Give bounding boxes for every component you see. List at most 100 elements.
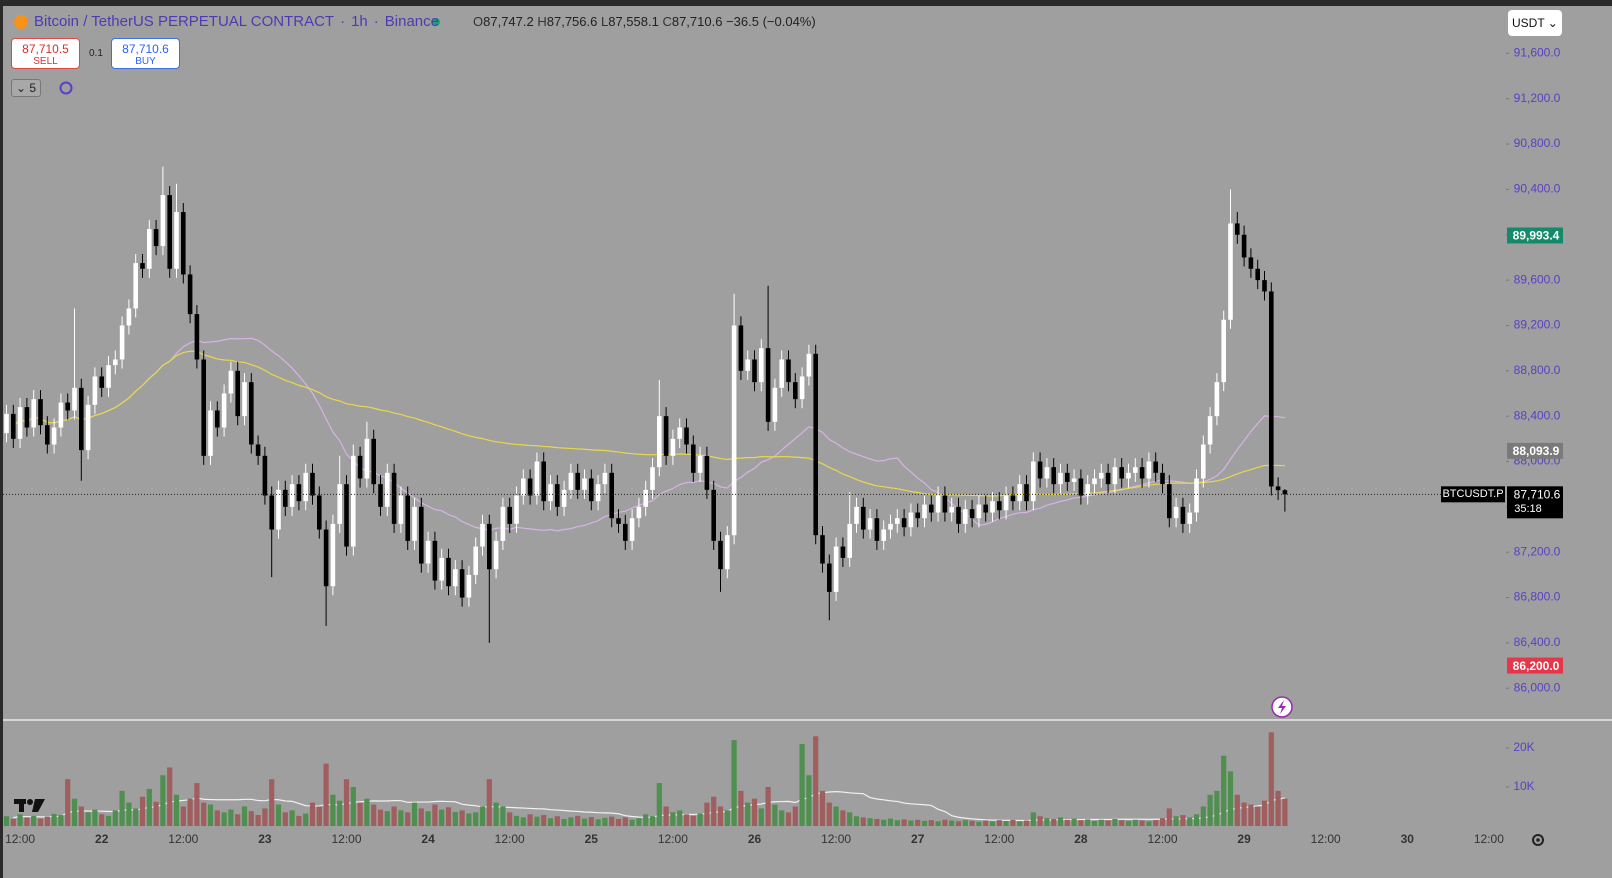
volume-bar <box>85 812 91 826</box>
candle-body <box>405 495 410 541</box>
y-tick-label: 86,400.0 <box>1514 635 1561 649</box>
volume-bar <box>500 806 506 826</box>
last-price-tag <box>1507 486 1563 519</box>
y-tick-label: 90,800.0 <box>1514 136 1561 150</box>
candle-body <box>806 353 812 377</box>
quantity: 0.1 <box>89 48 103 59</box>
candle-body <box>725 535 730 570</box>
candle-body <box>391 472 397 524</box>
volume-bar <box>1057 817 1064 826</box>
volume-bar <box>255 815 261 826</box>
volume-bar <box>187 798 193 826</box>
buy-button[interactable]: 87,710.6 BUY <box>111 38 180 69</box>
volume-bar <box>207 804 214 826</box>
volume-bar <box>826 802 832 826</box>
volume-bar <box>194 783 200 826</box>
candle-body <box>133 263 138 309</box>
ohlc-key: H <box>537 14 547 29</box>
volume-bar <box>996 820 1002 826</box>
candle-body <box>534 461 540 496</box>
volume-bar <box>17 814 23 826</box>
volume-bar <box>31 815 37 826</box>
volume-bar <box>758 808 764 826</box>
volume-bar <box>364 798 370 826</box>
candle-body <box>1146 461 1152 479</box>
sell-button[interactable]: 87,710.5 SELL <box>11 38 80 69</box>
candle-body <box>31 399 36 428</box>
y-tick-label: 87,200.0 <box>1514 544 1561 558</box>
candle-body <box>283 489 288 507</box>
candle-body <box>704 455 710 490</box>
candle-body <box>677 427 682 439</box>
candle-body <box>983 504 988 513</box>
candle-body <box>432 540 438 581</box>
candle-body <box>201 359 206 456</box>
volume-bar <box>248 811 254 826</box>
candle-body <box>827 563 832 592</box>
volume-bar <box>139 796 146 826</box>
volume-bar <box>1227 771 1234 826</box>
volume-bar <box>887 818 894 826</box>
candle-body <box>711 489 716 541</box>
volume-bar <box>466 813 472 826</box>
candle-body <box>738 325 744 371</box>
candle-body <box>922 504 927 519</box>
buy-price: 87,710.6 <box>122 42 169 56</box>
volume-bar <box>813 736 819 826</box>
volume-bar <box>44 816 50 826</box>
volume-bar <box>779 810 785 826</box>
volume-bar <box>867 818 873 826</box>
volume-bar <box>1037 816 1043 826</box>
x-tick-label: 29 <box>1237 832 1251 846</box>
candle-body <box>1275 486 1281 491</box>
candle-body <box>752 359 757 383</box>
volume-bar <box>160 775 166 826</box>
candle-body <box>1058 472 1063 485</box>
settings-button[interactable] <box>1532 834 1544 846</box>
coin-icon <box>14 14 28 29</box>
candle-body <box>663 416 669 456</box>
ohlc-values: O87,747.2 H87,756.6 L87,558.1 C87,710.6 … <box>473 14 816 29</box>
candle-body <box>650 467 655 490</box>
symbol-tag <box>1441 486 1505 503</box>
ohlc-key: L <box>600 14 609 29</box>
candle-body <box>1282 490 1288 495</box>
volume-bar <box>1248 804 1254 826</box>
change: −36.5 (−0.04%) <box>726 14 816 29</box>
candle-body <box>629 518 635 541</box>
volume-bar <box>459 810 465 826</box>
volume-bar <box>731 740 737 826</box>
candle-body <box>521 478 526 496</box>
y-tick-label: 89,600.0 <box>1514 272 1561 286</box>
candle-body <box>1092 478 1097 485</box>
volume-bar <box>1085 819 1091 826</box>
currency-select[interactable]: USDT ⌄ <box>1508 10 1562 36</box>
candle-body <box>160 195 166 247</box>
volume-bar <box>391 806 397 826</box>
ohlc-value: 87,747.2 <box>483 14 534 29</box>
lightning-button[interactable] <box>1271 696 1293 718</box>
candle-body <box>963 509 968 524</box>
refresh-icon[interactable] <box>59 81 73 95</box>
volume-bar <box>357 802 363 826</box>
y-tick-label: 91,200.0 <box>1514 91 1561 105</box>
volume-bar <box>881 819 887 826</box>
volume-bar <box>316 806 322 826</box>
candle-body <box>425 540 431 564</box>
volume-bar <box>1255 806 1261 826</box>
candle-body <box>840 546 846 558</box>
candle-body <box>1065 472 1070 482</box>
ohlc-value: 87,756.6 <box>546 14 598 29</box>
candle-body <box>1133 467 1138 473</box>
candle-body <box>949 506 954 513</box>
volume-bar <box>486 779 492 826</box>
tradingview-logo <box>14 799 45 812</box>
candle-body <box>126 308 132 326</box>
indicators-toggle[interactable]: ⌄ 5 <box>11 79 41 97</box>
ohlc-value: 87,558.1 <box>608 14 659 29</box>
candle-body <box>92 376 98 405</box>
volume-bar <box>581 818 588 826</box>
volume-bar <box>350 786 356 826</box>
volume-bar <box>296 815 302 826</box>
volume-bar <box>1241 802 1247 826</box>
